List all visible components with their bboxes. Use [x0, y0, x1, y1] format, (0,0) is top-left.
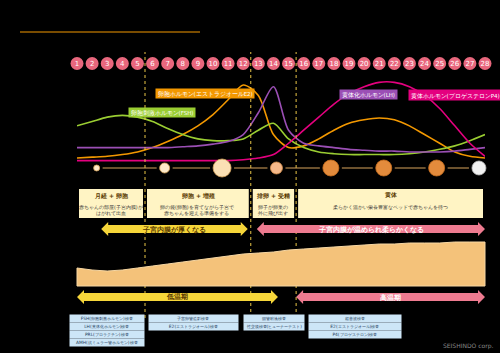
svg-text:1: 1	[75, 60, 79, 68]
svg-text:4: 4	[120, 60, 125, 68]
svg-text:黄体化ホルモン(LH): 黄体化ホルモン(LH)	[342, 92, 396, 98]
svg-text:PRL(プロラクチン)検査: PRL(プロラクチン)検査	[85, 332, 129, 337]
svg-text:月経 + 卵胞: 月経 + 卵胞	[94, 192, 129, 199]
svg-text:7: 7	[165, 60, 169, 68]
svg-text:性交後検査(ヒューナーテスト): 性交後検査(ヒューナーテスト)	[246, 324, 303, 329]
svg-text:23: 23	[405, 60, 414, 68]
svg-text:20: 20	[360, 60, 369, 68]
svg-text:排卵 + 受精: 排卵 + 受精	[256, 192, 290, 199]
svg-text:6: 6	[150, 60, 155, 68]
svg-text:卵子が卵巣の外に飛び出す: 卵子が卵巣の外に飛び出す	[258, 204, 288, 216]
svg-text:13: 13	[254, 60, 263, 68]
svg-text:21: 21	[375, 60, 384, 68]
svg-text:AMH(抗ミュラー管ホルモン)検査: AMH(抗ミュラー管ホルモン)検査	[76, 340, 138, 345]
svg-text:LH(黄体化ホルモン)検査: LH(黄体化ホルモン)検査	[84, 324, 129, 329]
svg-text:9: 9	[196, 60, 200, 68]
svg-text:柔らかく温かい栄養豊富なベッドで赤ちゃんを待つ: 柔らかく温かい栄養豊富なベッドで赤ちゃんを待つ	[333, 204, 448, 210]
svg-text:P4(プロゲステロン)検査: P4(プロゲステロン)検査	[332, 332, 377, 337]
svg-text:16: 16	[299, 60, 308, 68]
svg-text:卵の袋(卵胞)を育てながら子宮で赤ちゃんを迎える準備をする: 卵の袋(卵胞)を育てながら子宮で赤ちゃんを迎える準備をする	[160, 204, 235, 216]
svg-text:15: 15	[284, 60, 293, 68]
svg-text:19: 19	[345, 60, 354, 68]
svg-text:17: 17	[314, 60, 323, 68]
svg-text:超音波検査: 超音波検査	[345, 316, 365, 321]
svg-text:10: 10	[209, 60, 218, 68]
svg-text:黄体ホルモン(プロゲステロンP4): 黄体ホルモン(プロゲステロンP4)	[411, 92, 500, 99]
svg-text:卵胞 + 増殖: 卵胞 + 増殖	[181, 192, 215, 199]
svg-text:黄体: 黄体	[384, 191, 398, 199]
svg-text:SEISHINDO corp.: SEISHINDO corp.	[443, 342, 493, 350]
svg-text:2: 2	[90, 60, 94, 68]
svg-text:28: 28	[481, 60, 490, 68]
svg-text:子宮内膜が厚くなる: 子宮内膜が厚くなる	[142, 225, 206, 234]
svg-text:12: 12	[239, 60, 248, 68]
svg-text:5: 5	[135, 60, 139, 68]
svg-text:3: 3	[105, 60, 109, 68]
svg-text:低温期: 低温期	[166, 293, 188, 301]
svg-text:18: 18	[329, 60, 338, 68]
svg-text:27: 27	[465, 60, 474, 68]
svg-text:子宮卵管造影検査: 子宮卵管造影検査	[177, 316, 209, 321]
svg-text:FSH(卵胞刺激ホルモン)検査: FSH(卵胞刺激ホルモン)検査	[81, 316, 133, 321]
svg-text:14: 14	[269, 60, 278, 68]
svg-text:赤ちゃんの部屋(子宮内膜)がはがれて出血: 赤ちゃんの部屋(子宮内膜)がはがれて出血	[79, 204, 144, 216]
svg-text:子宮内膜が温められ柔らかくなる: 子宮内膜が温められ柔らかくなる	[318, 225, 424, 234]
svg-text:卵胞ホルモン(エストラジオールE2): 卵胞ホルモン(エストラジオールE2)	[158, 91, 253, 97]
svg-text:11: 11	[224, 60, 233, 68]
svg-text:25: 25	[435, 60, 444, 68]
svg-text:高温期: 高温期	[380, 293, 401, 302]
svg-text:26: 26	[450, 60, 459, 68]
svg-text:24: 24	[420, 60, 429, 68]
svg-text:卵胞刺激ホルモン(FSH): 卵胞刺激ホルモン(FSH)	[131, 110, 194, 116]
svg-text:E2(エストラジオール)検査: E2(エストラジオール)検査	[169, 324, 218, 329]
svg-text:頸管粘液検査: 頸管粘液検査	[262, 316, 286, 321]
svg-text:8: 8	[181, 60, 185, 68]
svg-text:22: 22	[390, 60, 399, 68]
svg-text:E2(エストラジオール)検査: E2(エストラジオール)検査	[330, 324, 379, 329]
